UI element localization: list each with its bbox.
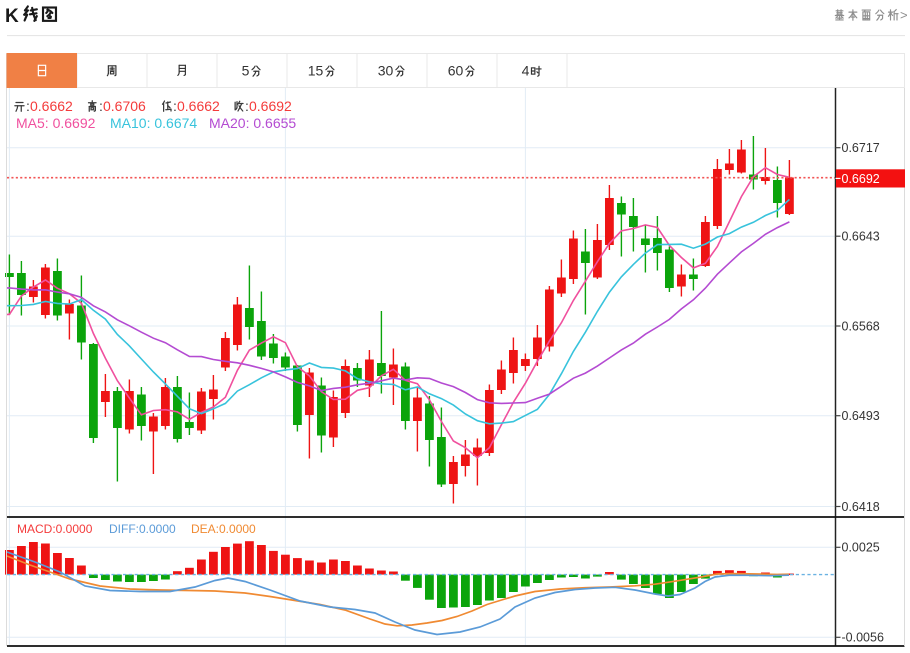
svg-text::: : bbox=[245, 98, 249, 114]
svg-text:0.6568: 0.6568 bbox=[842, 319, 880, 333]
svg-text:15: 15 bbox=[308, 62, 324, 78]
svg-text:0.6418: 0.6418 bbox=[842, 500, 880, 514]
svg-text:MA10: 0.6674: MA10: 0.6674 bbox=[110, 115, 197, 131]
svg-text:MA20: 0.6655: MA20: 0.6655 bbox=[209, 115, 296, 131]
svg-text:0.6662: 0.6662 bbox=[177, 98, 220, 114]
svg-text:K: K bbox=[5, 6, 19, 27]
svg-text:>: > bbox=[900, 7, 908, 22]
svg-text:DEA:0.0000: DEA:0.0000 bbox=[191, 522, 256, 536]
svg-text:-0.0056: -0.0056 bbox=[842, 631, 884, 645]
svg-text:0.6717: 0.6717 bbox=[842, 141, 880, 155]
svg-text::: : bbox=[173, 98, 177, 114]
svg-text:0.6692: 0.6692 bbox=[842, 172, 880, 186]
svg-text:0.6662: 0.6662 bbox=[30, 98, 73, 114]
svg-text::: : bbox=[99, 98, 103, 114]
svg-text:0.6493: 0.6493 bbox=[842, 409, 880, 423]
svg-text:0.6643: 0.6643 bbox=[842, 230, 880, 244]
svg-text:30: 30 bbox=[378, 62, 394, 78]
svg-text:0.6692: 0.6692 bbox=[249, 98, 292, 114]
svg-text:5: 5 bbox=[242, 62, 250, 78]
svg-text:0.6706: 0.6706 bbox=[103, 98, 146, 114]
svg-text:MA5: 0.6692: MA5: 0.6692 bbox=[16, 115, 96, 131]
svg-text:MACD:0.0000: MACD:0.0000 bbox=[17, 522, 93, 536]
svg-text::: : bbox=[26, 98, 30, 114]
svg-text:0.0025: 0.0025 bbox=[842, 541, 880, 555]
svg-text:60: 60 bbox=[448, 62, 464, 78]
svg-text:4: 4 bbox=[522, 62, 530, 78]
svg-text:DIFF:0.0000: DIFF:0.0000 bbox=[109, 522, 176, 536]
